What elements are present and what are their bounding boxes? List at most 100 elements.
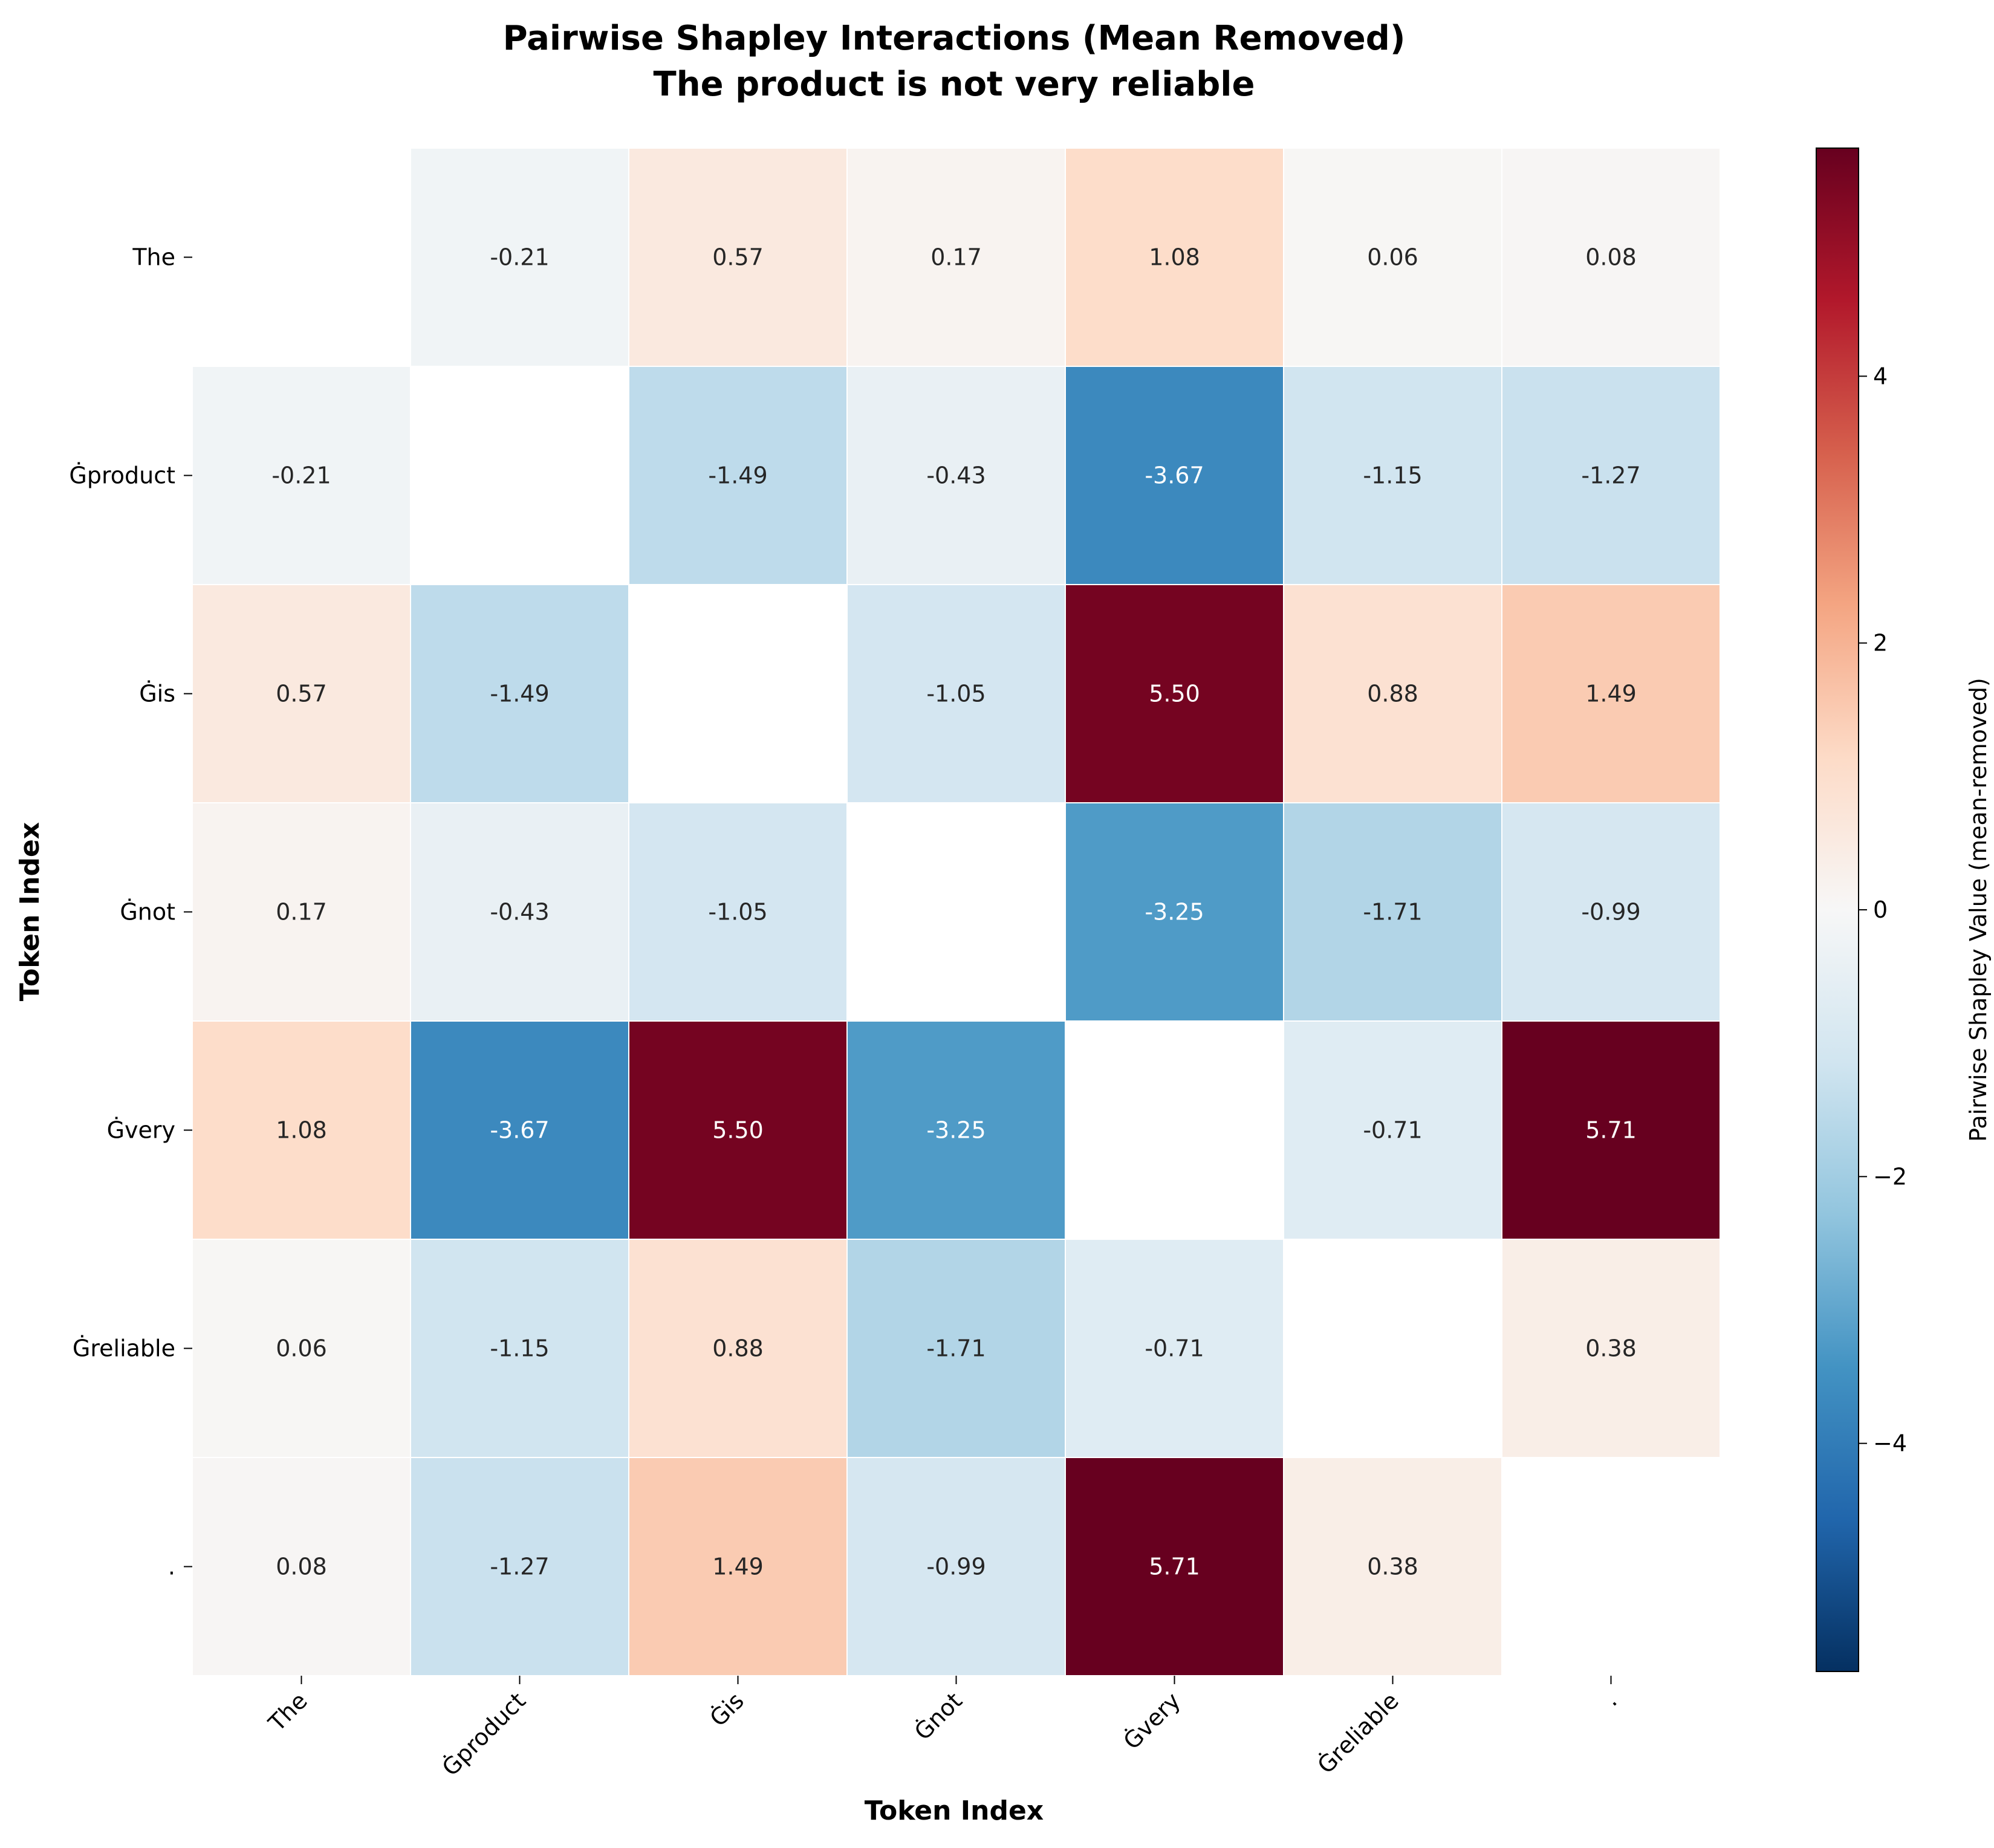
chart-title: Pairwise Shapley Interactions (Mean Remo… (503, 19, 1406, 58)
y-tick-label: The (132, 244, 175, 271)
heatmap-cell (410, 1457, 629, 1676)
cell-value-label: -3.67 (1145, 462, 1204, 489)
cell-value-label: -0.21 (271, 462, 331, 489)
heatmap-cell (1501, 148, 1721, 367)
cell-value-label: 1.08 (1149, 244, 1200, 271)
y-axis-ticks: The Ġproduct Ġis Ġnot Ġvery Ġreliable. (69, 244, 192, 1580)
heatmap-cell (410, 1020, 629, 1240)
cell-value-label: 1.49 (712, 1554, 764, 1580)
colorbar-label: Pairwise Shapley Value (mean-removed) (1965, 678, 1992, 1142)
heatmap-cell (628, 148, 848, 367)
x-tick-label: Ġis (704, 1687, 749, 1731)
heatmap-cell (1501, 1239, 1721, 1458)
colorbar-tick-label: 2 (1873, 630, 1888, 657)
heatmap-cell (846, 1239, 1066, 1458)
colorbar-tick-label: −4 (1873, 1430, 1907, 1457)
y-tick-label: Ġnot (120, 899, 175, 926)
y-tick-label: Ġvery (107, 1117, 175, 1144)
cell-value-label: 0.06 (1367, 244, 1418, 271)
heatmap-cell (192, 1457, 411, 1676)
heatmap-cell (628, 1457, 848, 1676)
cell-value-label: -0.99 (1581, 899, 1640, 926)
cell-value-label: -3.25 (926, 1117, 986, 1144)
heatmap-cell (1501, 802, 1721, 1022)
colorbar-tick-label: 0 (1873, 896, 1888, 923)
heatmap-cell (628, 366, 848, 585)
heatmap-cell (410, 802, 629, 1022)
heatmap-cell (1283, 584, 1502, 803)
heatmap-cell (846, 1457, 1066, 1676)
colorbar (1816, 148, 1859, 1672)
cell-value-label: -1.27 (490, 1554, 549, 1580)
cell-value-label: 0.08 (276, 1554, 327, 1580)
heatmap-cell (1283, 148, 1502, 367)
x-tick-label: Ġvery (1119, 1687, 1186, 1754)
heatmap-cell (1283, 1457, 1502, 1676)
cell-value-label: 5.50 (712, 1117, 764, 1144)
heatmap-cell (1283, 1020, 1502, 1240)
heatmap-cell (1283, 802, 1502, 1022)
heatmap-cell-labels: -0.21 0.57 0.17 1.08 0.06 0.08 -0.21 -1.49 -0.43… (271, 244, 1640, 1580)
heatmap-cell (628, 1020, 848, 1240)
cell-value-label: 0.38 (1585, 1335, 1637, 1362)
colorbar-tick-label: 4 (1873, 363, 1888, 389)
cell-value-label: 0.57 (712, 244, 764, 271)
heatmap-cell (1501, 366, 1721, 585)
heatmap-cell (410, 148, 629, 367)
cell-value-label: -1.49 (490, 681, 549, 707)
cell-value-label: 0.17 (276, 899, 327, 926)
heatmap-cell (1065, 584, 1284, 803)
x-tick-label: Ġproduct (437, 1687, 531, 1781)
x-tick-label: Ġnot (909, 1687, 967, 1745)
cell-value-label: -1.27 (1581, 462, 1640, 489)
cell-value-label: -3.67 (490, 1117, 549, 1144)
colorbar-tick-label: −2 (1873, 1163, 1907, 1190)
heatmap-cell (1065, 148, 1284, 367)
cell-value-label: 5.50 (1149, 681, 1200, 707)
heatmap-cell (628, 802, 848, 1022)
cell-value-label: 5.71 (1585, 1117, 1637, 1144)
cell-value-label: -3.25 (1145, 899, 1204, 926)
cell-value-label: -1.49 (708, 462, 767, 489)
heatmap-cell (1501, 1020, 1721, 1240)
cell-value-label: 0.17 (930, 244, 982, 271)
cell-value-label: -1.05 (708, 899, 767, 926)
y-axis-label: Token Index (15, 822, 45, 1001)
cell-value-label: 1.49 (1585, 681, 1637, 707)
heatmap-cell (192, 584, 411, 803)
y-tick-label: Ġproduct (69, 462, 175, 489)
y-tick-label: Ġreliable (73, 1335, 175, 1362)
heatmap-cell (1065, 1239, 1284, 1458)
cell-value-label: -0.43 (490, 899, 549, 926)
y-tick-label: . (168, 1554, 175, 1580)
cell-value-label: -0.71 (1363, 1117, 1422, 1144)
heatmap-cell (192, 366, 411, 585)
x-tick-label: Ġreliable (1312, 1687, 1403, 1778)
cell-value-label: -1.15 (1363, 462, 1422, 489)
colorbar-ticks: −4 −2 0 2 4 (1859, 363, 1907, 1457)
heatmap-cell (192, 802, 411, 1022)
heatmap-cells (192, 148, 1721, 1676)
y-tick-label: Ġis (139, 681, 175, 707)
heatmap-cell (846, 148, 1066, 367)
cell-value-label: 0.57 (276, 681, 327, 707)
x-tick-label: The (263, 1687, 313, 1737)
heatmap-cell (1065, 366, 1284, 585)
cell-value-label: -1.71 (926, 1335, 986, 1362)
heatmap-cell (846, 1020, 1066, 1240)
cell-value-label: 0.38 (1367, 1554, 1418, 1580)
cell-value-label: 0.06 (276, 1335, 327, 1362)
cell-value-label: 0.88 (1367, 681, 1418, 707)
cell-value-label: -0.71 (1145, 1335, 1204, 1362)
heatmap-cell (846, 584, 1066, 803)
cell-value-label: -1.05 (926, 681, 986, 707)
cell-value-label: -1.71 (1363, 899, 1422, 926)
heatmap-cell (192, 1239, 411, 1458)
heatmap-cell (410, 584, 629, 803)
cell-value-label: 0.08 (1585, 244, 1637, 271)
heatmap-cell (192, 1020, 411, 1240)
cell-value-label: 0.88 (712, 1335, 764, 1362)
cell-value-label: -0.99 (926, 1554, 986, 1580)
